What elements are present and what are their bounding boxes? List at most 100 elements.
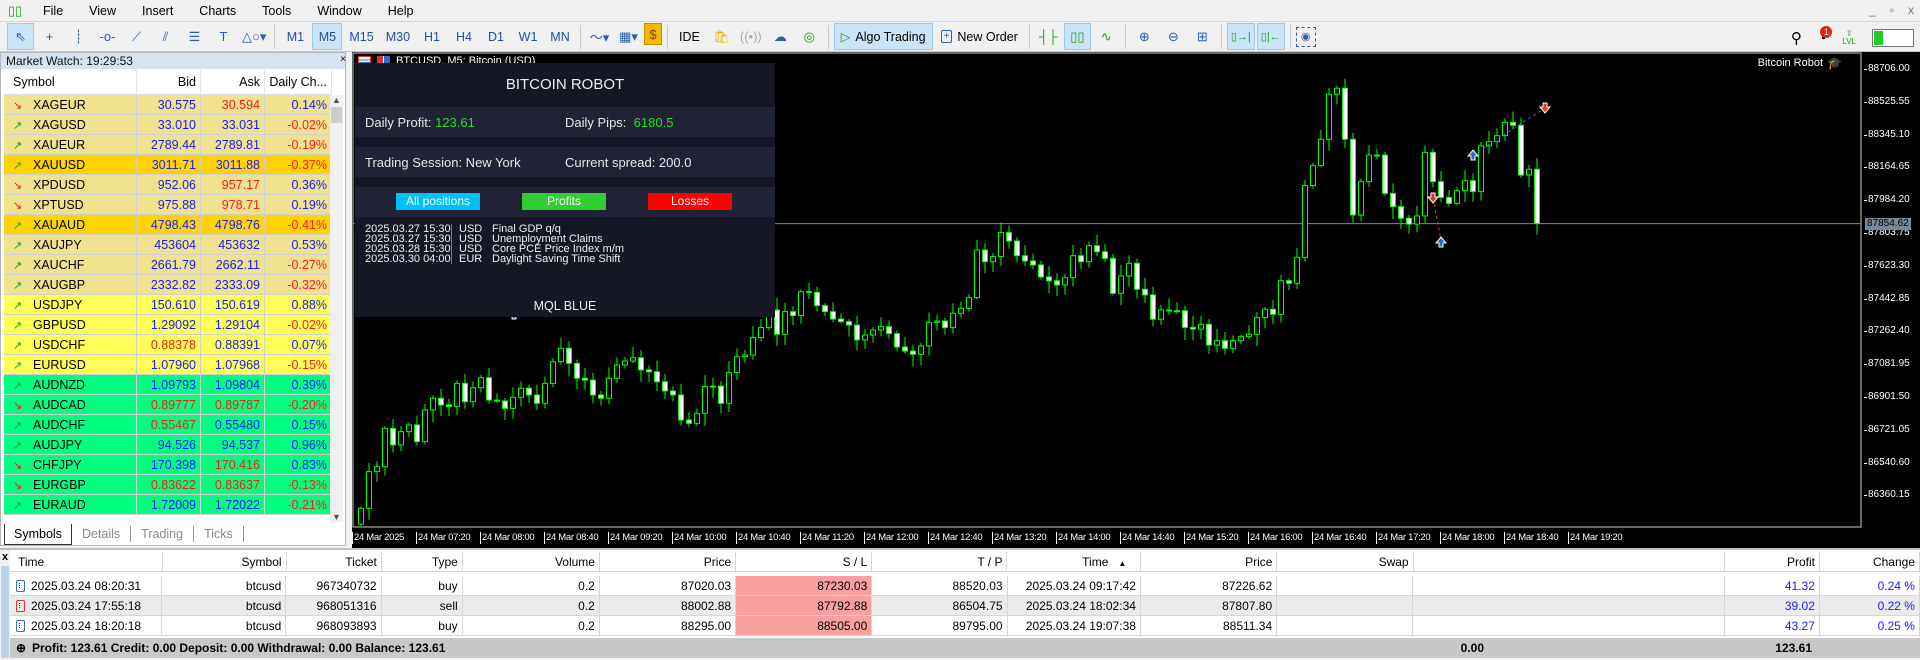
zoom-out-icon[interactable]: ⊖ [1167, 28, 1179, 44]
search-icon[interactable]: ⚲ [1790, 29, 1802, 47]
table-row[interactable]: 2025.03.24 17:55:18 btcusd 968051316 sell 0.… [10, 596, 1920, 616]
market-bag-icon[interactable]: 🛍 [713, 28, 730, 44]
horizontal-line-icon[interactable]: -o- [99, 29, 116, 44]
market-watch-row[interactable]: ↗ XAUAUD 4798.43 4798.76 -0.41% [4, 215, 332, 235]
col-ask[interactable]: Ask [201, 69, 265, 95]
ide-button[interactable]: IDE [679, 29, 700, 44]
channel-icon[interactable]: ⫽ [162, 28, 169, 44]
market-watch-row[interactable]: ↘ XAGEUR 30.575 30.594 0.14% [4, 95, 332, 115]
col-header-swap[interactable]: Swap [1277, 552, 1414, 571]
toolbox-grip[interactable] [1, 566, 9, 658]
autoscroll-icon[interactable]: ▯→| [1226, 23, 1255, 50]
fibonacci-icon[interactable]: ☰ [188, 28, 201, 44]
menu-tools[interactable]: Tools [262, 3, 292, 18]
timeframe-d1[interactable]: D1 [488, 29, 505, 44]
candlesticks-icon[interactable]: ▯▯ [1063, 23, 1091, 50]
market-watch-row[interactable]: ↗ EURUSD 1.07960 1.07968 -0.15% [4, 355, 332, 375]
timeframe-m1[interactable]: M1 [286, 29, 305, 44]
level-icon[interactable]: ⇧ LVL [1842, 28, 1856, 46]
price-chart[interactable] [352, 52, 1920, 548]
screenshot-icon[interactable]: ◉ [1295, 26, 1316, 47]
menu-file[interactable]: File [43, 3, 64, 18]
menu-help[interactable]: Help [387, 3, 414, 18]
timeframe-mn[interactable]: MN [550, 29, 570, 44]
market-watch-row[interactable]: ↗ EURAUD 1.72009 1.72022 -0.21% [4, 495, 332, 515]
col-header-symbol[interactable]: Symbol [163, 552, 287, 571]
col-daily-change[interactable]: Daily Ch... [265, 69, 332, 95]
col-header-change[interactable]: Change [1820, 552, 1920, 571]
text-icon[interactable]: T [219, 29, 228, 44]
chart-window[interactable]: BTCUSD, M5: Bitcoin (USD) Bitcoin Robot … [352, 52, 1920, 548]
market-watch-row[interactable]: ↗ USDCHF 0.88378 0.88391 0.07% [4, 335, 332, 355]
ea-label[interactable]: Bitcoin Robot 🎓 [1758, 56, 1842, 70]
close-icon[interactable]: × [340, 54, 346, 65]
zoom-in-icon[interactable]: ⊕ [1138, 28, 1150, 44]
algo-trading-button[interactable]: ▷ Algo Trading [833, 23, 933, 50]
market-watch-row[interactable]: ↘ XPDUSD 952.06 957.17 0.36% [4, 175, 332, 195]
market-watch-row[interactable]: ↗ AUDNZD 1.09793 1.09804 0.39% [4, 375, 332, 395]
col-header-price[interactable]: Price [1141, 552, 1278, 571]
filter-button-all-positions[interactable]: All positions [396, 193, 480, 210]
col-header-blank[interactable] [1414, 552, 1725, 571]
market-watch-row[interactable]: ↗ XAUUSD 3011.71 3011.88 -0.37% [4, 155, 332, 175]
restore-button[interactable]: ▫ [1889, 3, 1894, 17]
menu-view[interactable]: View [89, 3, 117, 18]
bar-chart-icon[interactable]: ┤├ [1039, 29, 1058, 44]
price-axis[interactable]: 88706.00 88525.55 88345.10 88164.65 87984.20… [1864, 52, 1920, 548]
indicators-icon[interactable]: ▦▾ [619, 28, 638, 44]
market-watch-row[interactable]: ↘ AUDCAD 0.89777 0.89787 -0.20% [4, 395, 332, 415]
timeframe-w1[interactable]: W1 [518, 29, 538, 44]
notifications-icon[interactable]: ◔ 1 [1818, 25, 1833, 46]
market-watch-row[interactable]: ↗ USDJPY 150.610 150.619 0.88% [4, 295, 332, 315]
grid-icon[interactable]: ⊞ [1196, 28, 1208, 44]
market-watch-row[interactable]: ↗ AUDCHF 0.55467 0.55480 0.15% [4, 415, 332, 435]
cloud-icon[interactable]: ☁ [773, 28, 787, 44]
col-header-sl[interactable]: S / L [736, 552, 873, 571]
vps-icon[interactable]: ◎ [803, 28, 815, 44]
market-watch-row[interactable]: ↗ XAUGBP 2332.82 2333.09 -0.32% [4, 275, 332, 295]
tab-trading[interactable]: Trading [131, 526, 195, 542]
line-chart-icon[interactable]: ∿ [1100, 28, 1112, 44]
minimize-button[interactable]: _ [1869, 3, 1876, 17]
market-watch-row[interactable]: ↘ CHFJPY 170.398 170.416 0.83% [4, 455, 332, 475]
scroll-down-icon[interactable]: ▼ [332, 512, 341, 522]
table-row[interactable]: 2025.03.24 18:20:18 btcusd 968093893 buy 0.2… [10, 616, 1920, 636]
tab-details[interactable]: Details [72, 526, 132, 542]
timeframe-h4[interactable]: H4 [456, 29, 473, 44]
shapes-icon[interactable]: △○▾ [242, 28, 267, 44]
col-symbol[interactable]: Symbol [4, 69, 137, 95]
col-bid[interactable]: Bid [137, 69, 201, 95]
timeframe-h1[interactable]: H1 [424, 29, 441, 44]
market-watch-row[interactable]: ↗ XAUEUR 2789.44 2789.81 -0.19% [4, 135, 332, 155]
timeframe-m15[interactable]: M15 [349, 29, 374, 44]
col-header-time[interactable]: Time [10, 552, 163, 571]
table-row[interactable]: 2025.03.24 08:20:31 btcusd 967340732 buy 0.2… [10, 576, 1920, 596]
scroll-up-icon[interactable]: ▲ [332, 95, 341, 105]
vertical-line-icon[interactable]: ┊ [74, 28, 83, 44]
market-watch-row[interactable]: ↗ AUDJPY 94.526 94.537 0.96% [4, 435, 332, 455]
expand-icon[interactable]: ⊕ [16, 641, 27, 655]
timeframe-m30[interactable]: M30 [385, 29, 411, 44]
market-watch-row[interactable]: ↗ GBPUSD 1.29092 1.29104 -0.02% [4, 315, 332, 335]
col-header-type[interactable]: Type [382, 552, 463, 571]
timeframe-m5[interactable]: M5 [312, 23, 343, 50]
market-watch-row[interactable]: ↗ XAUJPY 453604 453632 0.53% [4, 235, 332, 255]
menu-insert[interactable]: Insert [142, 3, 174, 18]
market-watch-row[interactable]: ↗ XAUCHF 2661.79 2662.11 -0.27% [4, 255, 332, 275]
filter-button-profits[interactable]: Profits [522, 193, 606, 210]
tab-ticks[interactable]: Ticks [194, 526, 244, 542]
menu-charts[interactable]: Charts [199, 3, 237, 18]
col-header-tp[interactable]: T / P [872, 552, 1008, 571]
chart-shift-icon[interactable]: ▯|← [1256, 23, 1285, 50]
market-watch-row[interactable]: ↘ XPTUSD 975.88 978.71 0.19% [4, 195, 332, 215]
col-header-ticket[interactable]: Ticket [287, 552, 382, 571]
col-header-profit[interactable]: Profit [1725, 552, 1820, 571]
time-axis[interactable]: 24 Mar 2025 24 Mar 07:20 24 Mar 08:00 24 Ma… [352, 529, 1862, 547]
menu-window[interactable]: Window [317, 3, 362, 18]
tab-symbols[interactable]: Symbols [4, 523, 72, 545]
close-toolbox-icon[interactable]: x [1, 551, 9, 563]
filter-button-losses[interactable]: Losses [648, 193, 732, 210]
col-header-price[interactable]: Price [600, 552, 737, 571]
chart-type-icon[interactable]: 〜▾ [589, 30, 610, 45]
col-header-time[interactable]: Time ▲ [1007, 552, 1142, 571]
